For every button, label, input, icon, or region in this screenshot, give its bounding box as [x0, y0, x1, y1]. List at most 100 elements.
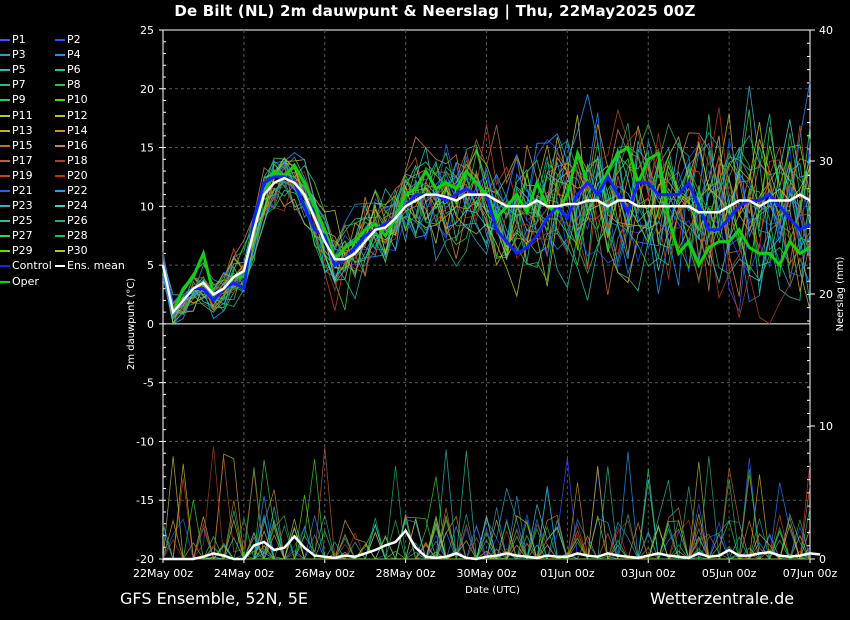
legend-swatch	[0, 220, 10, 223]
legend-swatch	[55, 265, 65, 267]
legend-label: P22	[67, 184, 88, 197]
left-tick-label: 20	[140, 83, 154, 96]
member-line-p13	[162, 113, 811, 314]
legend-swatch	[0, 159, 10, 162]
legend-label: P10	[67, 93, 88, 107]
legend-swatch	[55, 114, 65, 117]
x-tick-label: 07Jun 00z	[783, 567, 838, 580]
right-tick-label: 20	[819, 288, 833, 301]
legend-item: P15	[0, 139, 33, 152]
legend-item: P4	[55, 48, 81, 61]
legend-label: P3	[12, 48, 26, 62]
legend-item: P11	[0, 109, 33, 122]
legend-label: P18	[67, 153, 88, 167]
legend-label: P6	[67, 63, 81, 77]
legend-item: P17	[0, 154, 33, 167]
precip-mean-line	[163, 528, 821, 561]
legend-label: P26	[67, 214, 88, 228]
legend-label: P4	[67, 48, 81, 62]
left-tick-label: -15	[136, 494, 154, 507]
member-line-p27	[162, 109, 811, 315]
legend-item: P7	[0, 78, 26, 91]
x-tick-label: 30May 00z	[456, 567, 516, 580]
legend-swatch	[55, 69, 65, 72]
legend-swatch	[0, 265, 10, 267]
left-tick-label: -10	[136, 435, 154, 448]
legend-item: P29	[0, 244, 33, 257]
legend-label: P28	[67, 229, 88, 243]
member-line-p21	[162, 140, 811, 304]
x-tick-label: 03Jun 00z	[621, 567, 676, 580]
legend-item: P22	[55, 184, 88, 197]
legend-item: P3	[0, 48, 26, 61]
member-line-p19	[162, 124, 811, 311]
legend-label: Oper	[12, 275, 39, 288]
legend-item: P9	[0, 93, 26, 106]
legend-item: Ens. mean	[55, 259, 125, 272]
member-precip-p30	[163, 463, 810, 560]
chart-title: De Bilt (NL) 2m dauwpunt & Neerslag | Th…	[174, 2, 696, 20]
legend-label: P17	[12, 153, 33, 167]
legend-label: P14	[67, 123, 88, 137]
legend-swatch	[55, 129, 65, 132]
right-tick-label: 30	[819, 155, 833, 168]
model-label: GFS Ensemble, 52N, 5E	[120, 589, 308, 608]
right-tick-label: 40	[819, 24, 833, 37]
legend-item: Control	[0, 259, 52, 272]
legend-swatch	[55, 159, 65, 162]
legend-label: P21	[12, 184, 33, 197]
member-precip-p29	[163, 495, 810, 560]
legend-label: P24	[67, 199, 88, 213]
left-axis-label: 2m dauwpunt (°C)	[126, 278, 137, 370]
legend-item: P24	[55, 199, 88, 212]
legend-label: P5	[12, 63, 26, 77]
legend-label: P8	[67, 78, 81, 92]
legend-swatch	[55, 174, 65, 177]
legend-label: P1	[12, 33, 26, 46]
legend-item: P13	[0, 124, 33, 137]
legend-label: P19	[12, 168, 33, 182]
legend-item: P14	[55, 124, 88, 137]
left-tick-label: 10	[140, 200, 154, 213]
legend-label: P2	[67, 33, 81, 46]
legend-label: P9	[12, 93, 26, 107]
legend-label: P16	[67, 138, 88, 152]
legend-swatch	[0, 54, 10, 57]
legend-label: P30	[67, 244, 88, 258]
legend-label: P13	[12, 123, 33, 137]
legend-swatch	[55, 84, 65, 87]
legend-swatch	[0, 144, 10, 147]
legend-item: P12	[55, 109, 88, 122]
legend-swatch	[0, 69, 10, 72]
legend-swatch	[55, 39, 65, 41]
left-tick-label: 25	[140, 24, 154, 37]
legend-item: P21	[0, 184, 33, 197]
legend-label: Control	[12, 259, 52, 272]
right-tick-label: 0	[819, 553, 826, 566]
legend-label: Ens. mean	[67, 259, 125, 272]
legend-swatch	[0, 84, 10, 87]
legend-label: P11	[12, 108, 33, 122]
legend-swatch	[0, 174, 10, 177]
source-label: Wetterzentrale.de	[650, 589, 795, 608]
legend-label: P23	[12, 199, 33, 213]
legend-item: P19	[0, 169, 33, 182]
right-axis-label: Neerslag (mm)	[835, 256, 846, 331]
legend-item: P6	[55, 63, 81, 76]
legend-label: P27	[12, 229, 33, 243]
legend-swatch	[55, 235, 65, 238]
legend-item: P26	[55, 214, 88, 227]
legend-item: P5	[0, 63, 26, 76]
left-tick-label: 5	[147, 259, 154, 272]
legend-swatch	[0, 39, 10, 41]
legend-label: P7	[12, 78, 26, 92]
series-line-ens-mean	[161, 176, 811, 315]
legend-swatch	[55, 190, 65, 192]
legend-label: P20	[67, 168, 88, 182]
x-axis-label: Date (UTC)	[465, 585, 520, 596]
legend-swatch	[55, 220, 65, 223]
legend-item: P23	[0, 199, 33, 212]
legend-label: P15	[12, 138, 33, 152]
legend-item: P1	[0, 33, 26, 46]
